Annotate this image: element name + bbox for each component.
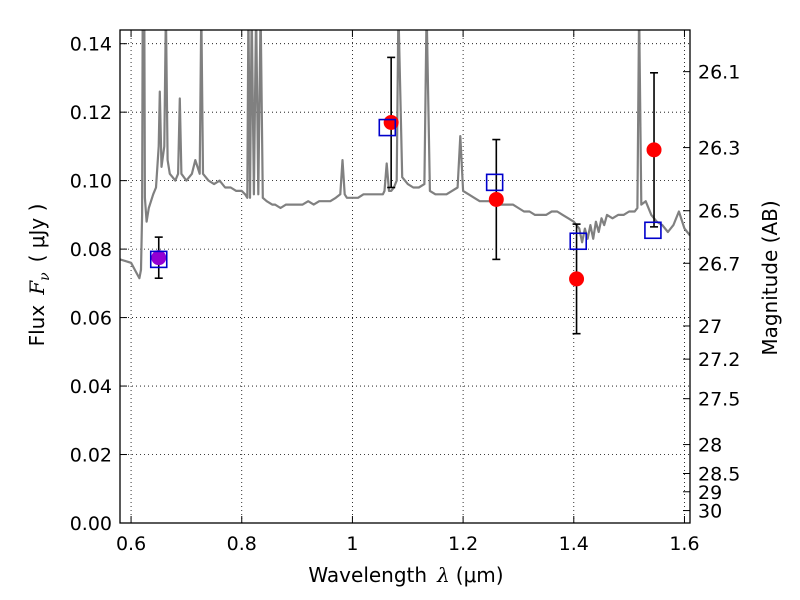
y-tick-label: 0.06 bbox=[70, 308, 112, 330]
plot-frame bbox=[119, 29, 691, 524]
y-tick-label: 0.08 bbox=[70, 239, 112, 261]
ticks: 0.6 0.8 1 1.2 1.4 1.6 0.00 0.02 0.04 0.06 0.08 0.10… bbox=[70, 30, 740, 555]
gridlines bbox=[120, 30, 690, 524]
observed-series bbox=[151, 114, 662, 287]
x-tick-label: 0.6 bbox=[116, 533, 146, 555]
x-axis-label-prefix: Wavelength bbox=[308, 563, 427, 587]
x-tick-label: 1.2 bbox=[448, 533, 478, 555]
y2-tick-label: 29 bbox=[698, 482, 722, 504]
model-series bbox=[149, 118, 662, 269]
observed-point bbox=[646, 142, 662, 158]
y-axis-label-unit: ( μJy ) bbox=[25, 204, 49, 263]
observed-point bbox=[569, 271, 585, 287]
y2-axis-label: Magnitude (AB) bbox=[758, 200, 782, 355]
observed-point bbox=[383, 114, 399, 130]
y2-tick-label: 30 bbox=[698, 501, 722, 523]
model-point bbox=[378, 118, 397, 137]
y-axis-label-subscript: ν bbox=[37, 272, 53, 281]
model-point bbox=[485, 173, 504, 192]
errorbars bbox=[154, 56, 659, 335]
model-point bbox=[149, 250, 168, 269]
y-axis-label: Flux Fν ( μJy ) bbox=[25, 204, 53, 347]
x-axis-label: Wavelength λ (μm) bbox=[308, 563, 503, 587]
y2-tick-label: 28 bbox=[698, 435, 722, 457]
model-point bbox=[644, 221, 662, 240]
y-tick-label: 0.14 bbox=[70, 34, 112, 56]
y-tick-label: 0.04 bbox=[70, 376, 112, 398]
y-axis-label-symbol: F bbox=[25, 280, 49, 296]
y2-tick-label: 28.5 bbox=[698, 464, 740, 486]
spectrum-line bbox=[120, 30, 690, 280]
y-tick-label: 0.00 bbox=[70, 513, 112, 535]
y-tick-label: 0.10 bbox=[70, 171, 112, 193]
observed-point bbox=[488, 191, 504, 207]
observed-point bbox=[151, 250, 167, 266]
model-point bbox=[569, 232, 588, 251]
x-tick-label: 1 bbox=[346, 533, 358, 555]
y2-tick-label: 26.1 bbox=[698, 62, 740, 84]
y2-tick-label: 26.3 bbox=[698, 138, 740, 160]
spectrum-series bbox=[120, 30, 690, 280]
x-axis-label-unit: (μm) bbox=[456, 563, 504, 587]
x-tick-label: 1.6 bbox=[669, 533, 699, 555]
y2-tick-label: 26.5 bbox=[698, 201, 740, 223]
x-axis-label-symbol: λ bbox=[436, 563, 450, 587]
y2-tick-label: 27 bbox=[698, 316, 722, 338]
x-tick-label: 0.8 bbox=[227, 533, 257, 555]
y2-tick-label: 27.2 bbox=[698, 349, 740, 371]
y2-tick-label: 27.5 bbox=[698, 389, 740, 411]
x-tick-label: 1.4 bbox=[559, 533, 589, 555]
y-tick-label: 0.12 bbox=[70, 102, 112, 124]
y-tick-label: 0.02 bbox=[70, 445, 112, 467]
y2-tick-label: 26.7 bbox=[698, 253, 740, 275]
y-axis-label-prefix: Flux bbox=[25, 305, 49, 347]
